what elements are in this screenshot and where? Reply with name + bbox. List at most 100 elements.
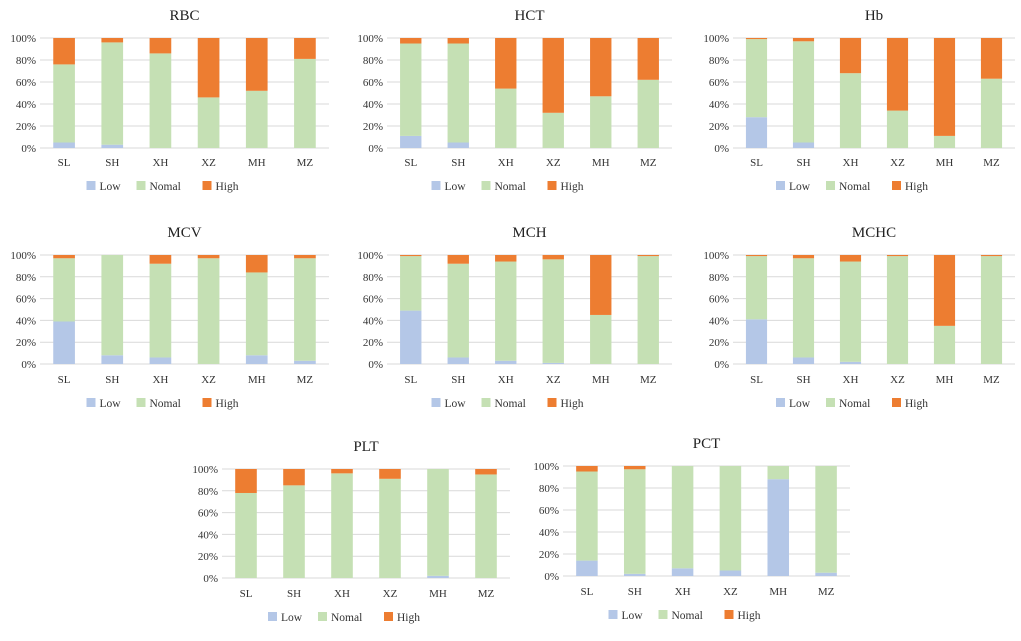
bar-high-xz bbox=[542, 38, 564, 113]
y-tick-label: 40% bbox=[16, 315, 36, 327]
bar-low-sl bbox=[53, 142, 75, 148]
legend-swatch-low bbox=[86, 181, 96, 190]
bar-nomal-mz bbox=[815, 466, 837, 573]
bar-high-mz bbox=[637, 255, 659, 257]
bar-nomal-sh bbox=[101, 42, 124, 145]
legend-label: Low bbox=[789, 398, 811, 410]
x-tick-label: SH bbox=[796, 374, 810, 386]
y-tick-label: 20% bbox=[198, 551, 218, 563]
y-tick-label: 0% bbox=[714, 359, 729, 371]
x-tick-label: XZ bbox=[723, 586, 738, 598]
y-tick-label: 60% bbox=[16, 294, 36, 306]
bar-low-sl bbox=[53, 321, 75, 364]
bar-nomal-xz bbox=[542, 112, 564, 148]
y-tick-label: 100% bbox=[703, 250, 729, 262]
bar-low-mz bbox=[294, 360, 316, 364]
x-tick-label: MZ bbox=[818, 586, 835, 598]
y-tick-label: 0% bbox=[203, 573, 218, 585]
bar-high-xh bbox=[839, 38, 862, 74]
y-tick-label: 100% bbox=[10, 250, 36, 262]
bar-nomal-mz bbox=[637, 79, 659, 148]
x-tick-label: XH bbox=[843, 374, 859, 386]
bar-low-mh bbox=[427, 575, 449, 578]
x-tick-label: MH bbox=[429, 588, 447, 600]
y-tick-label: 100% bbox=[533, 461, 559, 473]
legend-label: High bbox=[397, 612, 420, 624]
y-tick-label: 40% bbox=[198, 529, 218, 541]
bar-nomal-sh bbox=[447, 263, 469, 358]
y-tick-label: 0% bbox=[21, 359, 36, 371]
bar-nomal-mz bbox=[980, 256, 1003, 364]
bar-nomal-sl bbox=[400, 43, 422, 136]
bar-high-mh bbox=[245, 255, 268, 273]
bar-nomal-xz bbox=[542, 259, 564, 363]
y-tick-label: 60% bbox=[363, 77, 383, 89]
chart-plt: PLT 0% 20% 40% 60% 80% 100% SL SH XH XZ MH MZ Low Noma… bbox=[192, 439, 510, 624]
y-tick-label: 60% bbox=[709, 77, 729, 89]
y-tick-label: 100% bbox=[357, 33, 383, 45]
legend-label: High bbox=[216, 181, 239, 193]
y-tick-label: 100% bbox=[192, 464, 218, 476]
legend-label: Low bbox=[281, 612, 303, 624]
chart-title: Hb bbox=[865, 8, 883, 24]
x-tick-label: SH bbox=[105, 157, 119, 169]
bar-high-xh bbox=[149, 255, 172, 264]
y-tick-label: 60% bbox=[539, 505, 559, 517]
bar-high-sh bbox=[101, 38, 124, 43]
x-tick-label: XH bbox=[152, 374, 168, 386]
bar-low-sh bbox=[623, 573, 646, 576]
bar-high-xh bbox=[495, 255, 517, 262]
bar-nomal-sh bbox=[101, 255, 124, 356]
bar-low-sl bbox=[576, 560, 598, 576]
bar-nomal-xz bbox=[197, 97, 220, 148]
chart-title: PCT bbox=[693, 436, 721, 452]
bar-low-xh bbox=[149, 357, 172, 364]
chart-title: MCH bbox=[512, 225, 546, 241]
chart-title: MCV bbox=[167, 225, 201, 241]
legend-swatch-nomal bbox=[136, 398, 146, 407]
x-tick-label: SL bbox=[58, 374, 71, 386]
x-tick-label: MH bbox=[592, 374, 610, 386]
y-tick-label: 80% bbox=[16, 55, 36, 67]
x-tick-label: XZ bbox=[201, 374, 216, 386]
y-tick-label: 80% bbox=[539, 483, 559, 495]
chart-title: MCHC bbox=[852, 225, 896, 241]
chart-hb: Hb 0% 20% 40% 60% 80% 100% SL SH XH XZ MH MZ Low Nomal… bbox=[703, 8, 1015, 193]
bar-nomal-sl bbox=[745, 256, 768, 320]
x-tick-label: SH bbox=[628, 586, 642, 598]
legend-swatch-nomal bbox=[481, 398, 491, 407]
bar-high-xz bbox=[886, 38, 909, 111]
bar-high-mz bbox=[980, 255, 1003, 257]
x-tick-label: XH bbox=[498, 157, 514, 169]
bar-nomal-xh bbox=[671, 466, 694, 569]
bar-low-sh bbox=[792, 142, 815, 148]
y-tick-label: 0% bbox=[368, 359, 383, 371]
y-tick-label: 80% bbox=[363, 272, 383, 284]
legend-label: Low bbox=[789, 181, 811, 193]
bar-high-mz bbox=[294, 38, 316, 59]
bar-low-mh bbox=[245, 355, 268, 364]
chart-mchc: MCHC 0% 20% 40% 60% 80% 100% SL SH XH XZ MH MZ Low Nom… bbox=[703, 225, 1015, 410]
y-tick-label: 20% bbox=[709, 121, 729, 133]
x-tick-label: MH bbox=[936, 157, 954, 169]
legend-swatch-nomal bbox=[481, 181, 491, 190]
legend-swatch-high bbox=[202, 398, 212, 407]
x-tick-label: XH bbox=[334, 588, 350, 600]
bar-high-sl bbox=[576, 466, 598, 472]
bar-nomal-mh bbox=[933, 135, 956, 148]
legend-swatch-low bbox=[86, 398, 96, 407]
x-tick-label: SH bbox=[796, 157, 810, 169]
y-tick-label: 20% bbox=[709, 337, 729, 349]
x-tick-label: SH bbox=[105, 374, 119, 386]
legend-swatch-high bbox=[547, 181, 557, 190]
bar-high-sl bbox=[235, 469, 257, 493]
legend: Low Nomal High bbox=[86, 181, 239, 193]
legend-label: Nomal bbox=[839, 181, 870, 193]
legend-swatch-low bbox=[776, 181, 785, 190]
bar-high-xz bbox=[197, 38, 220, 98]
y-tick-label: 80% bbox=[709, 55, 729, 67]
x-tick-label: XZ bbox=[890, 374, 905, 386]
bar-low-xz bbox=[719, 570, 742, 576]
bar-low-xh bbox=[671, 568, 694, 576]
y-tick-label: 0% bbox=[714, 143, 729, 155]
